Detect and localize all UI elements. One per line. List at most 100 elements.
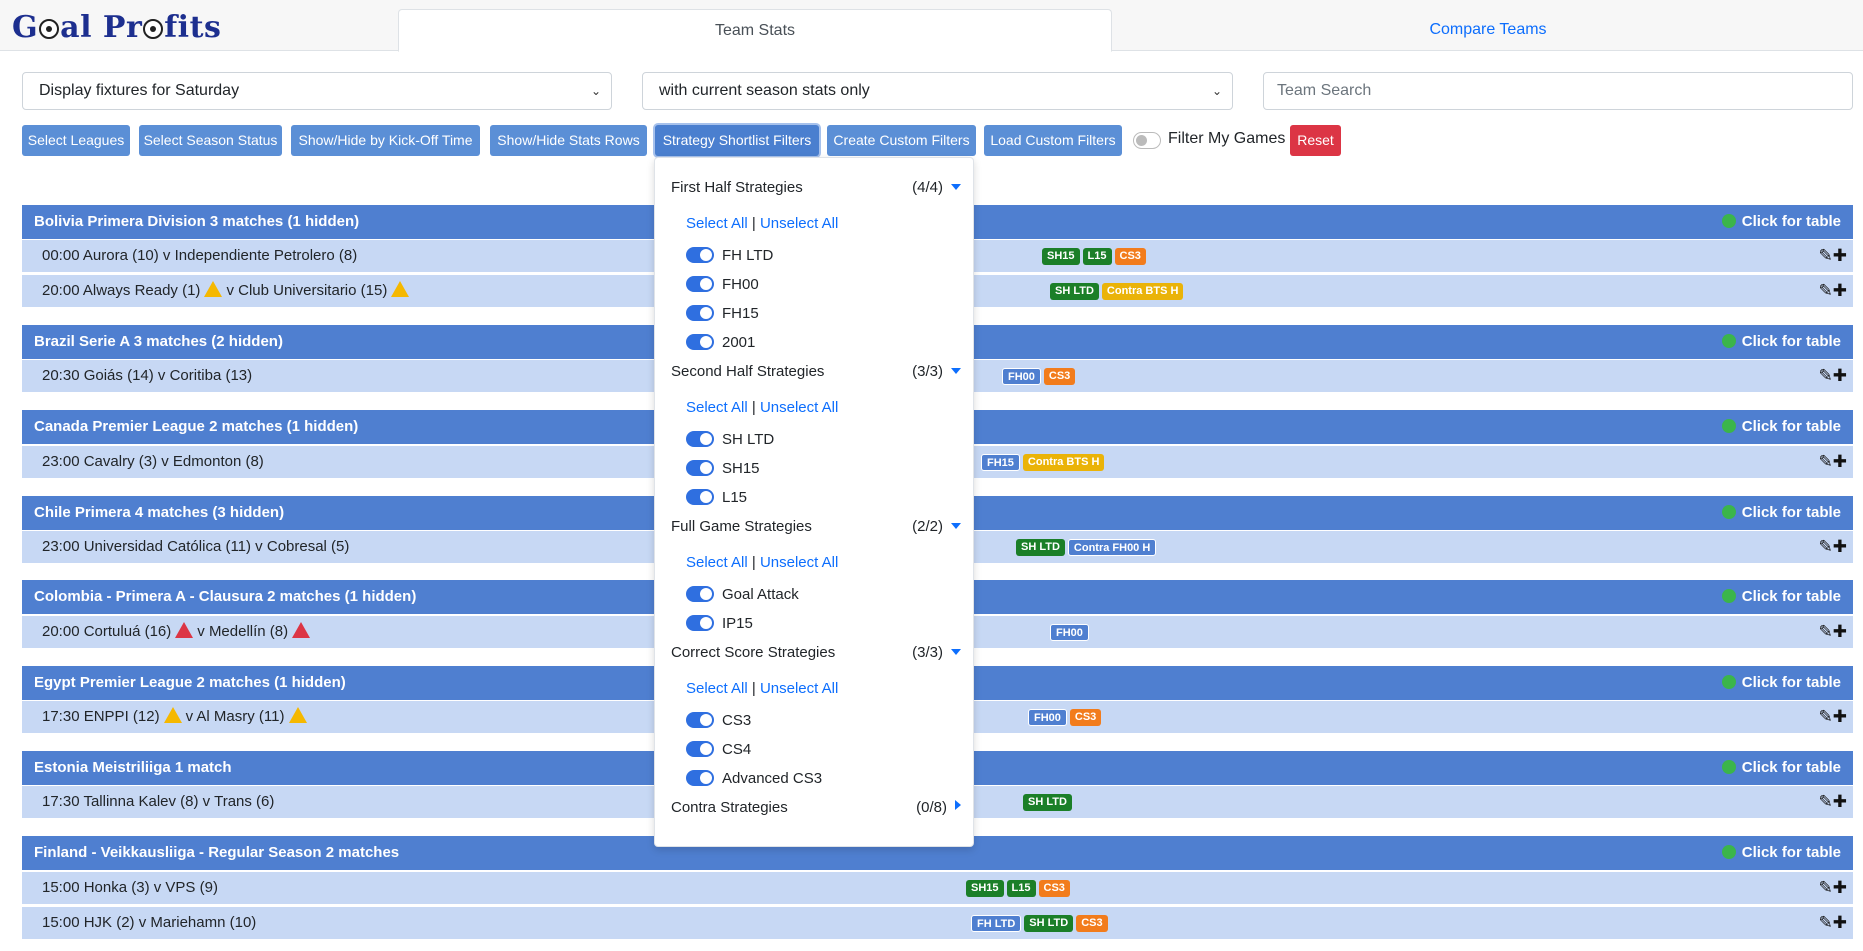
toggle-switch[interactable] [686, 712, 714, 728]
click-for-table-link[interactable]: Click for table [1721, 836, 1841, 870]
toggle-switch[interactable] [686, 276, 714, 292]
select-leagues-button[interactable]: Select Leagues [22, 125, 130, 156]
unselect-all-link[interactable]: Unselect All [759, 680, 839, 697]
unselect-all-link[interactable]: Unselect All [759, 215, 839, 232]
category-first-half[interactable]: First Half Strategies (4/4) [671, 179, 961, 196]
select-all-link[interactable]: Select All [686, 215, 748, 232]
team-search-input[interactable]: Team Search [1263, 72, 1853, 110]
league-header[interactable]: Colombia - Primera A - Clausura 2 matche… [22, 580, 1853, 614]
select-all-link[interactable]: Select All [686, 680, 748, 697]
toggle-switch[interactable] [686, 489, 714, 505]
category-second-half[interactable]: Second Half Strategies (3/3) [671, 363, 961, 380]
tab-team-stats[interactable]: Team Stats [398, 9, 1112, 52]
plus-icon[interactable]: ✚ [1832, 246, 1847, 265]
strategy-badge[interactable]: SH LTD [1050, 283, 1099, 300]
toggle-switch[interactable] [686, 615, 714, 631]
toggle-switch[interactable] [686, 247, 714, 263]
strategy-badge[interactable]: SH LTD [1016, 539, 1065, 556]
select-all-link[interactable]: Select All [686, 554, 748, 571]
strategy-option[interactable]: SH LTD [686, 431, 774, 448]
fixtures-select[interactable]: Display fixtures for Saturday ⌄ [22, 72, 612, 110]
plus-icon[interactable]: ✚ [1832, 792, 1847, 811]
strategy-option[interactable]: L15 [686, 489, 747, 506]
strategy-badge[interactable]: CS3 [1043, 368, 1076, 385]
pencil-icon[interactable]: ✎ [1818, 913, 1833, 932]
toggle-switch[interactable] [686, 770, 714, 786]
strategy-shortlist-button[interactable]: Strategy Shortlist Filters [655, 125, 819, 156]
filter-my-games-toggle[interactable] [1133, 132, 1161, 149]
click-for-table-link[interactable]: Click for table [1721, 205, 1841, 239]
strategy-badge[interactable]: CS3 [1038, 880, 1070, 897]
pencil-icon[interactable]: ✎ [1818, 707, 1833, 726]
pencil-icon[interactable]: ✎ [1818, 366, 1833, 385]
click-for-table-link[interactable]: Click for table [1721, 580, 1841, 614]
strategy-badge[interactable]: FH15 [981, 454, 1020, 471]
click-for-table-link[interactable]: Click for table [1721, 410, 1841, 444]
toggle-switch[interactable] [686, 741, 714, 757]
pencil-icon[interactable]: ✎ [1818, 281, 1833, 300]
plus-icon[interactable]: ✚ [1832, 707, 1847, 726]
strategy-option[interactable]: Goal Attack [686, 586, 799, 603]
strategy-option[interactable]: IP15 [686, 615, 753, 632]
show-hide-stats-button[interactable]: Show/Hide Stats Rows [490, 125, 647, 156]
strategy-badge[interactable]: Contra FH00 H [1067, 539, 1157, 556]
pencil-icon[interactable]: ✎ [1818, 537, 1833, 556]
create-custom-filters-button[interactable]: Create Custom Filters [827, 125, 976, 156]
unselect-all-link[interactable]: Unselect All [759, 554, 839, 571]
reset-button[interactable]: Reset [1290, 125, 1341, 156]
category-full-game[interactable]: Full Game Strategies (2/2) [671, 518, 961, 535]
click-for-table-link[interactable]: Click for table [1721, 751, 1841, 785]
strategy-option[interactable]: 2001 [686, 334, 755, 351]
toggle-switch[interactable] [686, 460, 714, 476]
strategy-option[interactable]: Advanced CS3 [686, 770, 822, 787]
strategy-option[interactable]: FH15 [686, 305, 759, 322]
strategy-badge[interactable]: L15 [1006, 880, 1036, 897]
load-custom-filters-button[interactable]: Load Custom Filters [984, 125, 1122, 156]
strategy-badge[interactable]: FH LTD [971, 915, 1022, 932]
toggle-switch[interactable] [686, 431, 714, 447]
click-for-table-link[interactable]: Click for table [1721, 666, 1841, 700]
plus-icon[interactable]: ✚ [1832, 878, 1847, 897]
strategy-option[interactable]: FH LTD [686, 247, 773, 264]
pencil-icon[interactable]: ✎ [1818, 792, 1833, 811]
strategy-badge[interactable]: Contra BTS H [1022, 454, 1105, 471]
strategy-badge[interactable]: CS3 [1069, 709, 1102, 726]
strategy-badge[interactable]: SH15 [1042, 248, 1080, 265]
toggle-switch[interactable] [686, 305, 714, 321]
click-for-table-link[interactable]: Click for table [1721, 496, 1841, 530]
strategy-badge[interactable]: L15 [1082, 248, 1112, 265]
strategy-badge[interactable]: FH00 [1028, 709, 1067, 726]
toggle-switch[interactable] [686, 334, 714, 350]
plus-icon[interactable]: ✚ [1832, 913, 1847, 932]
select-season-status-button[interactable]: Select Season Status [139, 125, 282, 156]
show-hide-kickoff-button[interactable]: Show/Hide by Kick-Off Time [291, 125, 480, 156]
strategy-option[interactable]: FH00 [686, 276, 759, 293]
category-correct-score[interactable]: Correct Score Strategies (3/3) [671, 644, 961, 661]
plus-icon[interactable]: ✚ [1832, 537, 1847, 556]
toggle-switch[interactable] [686, 586, 714, 602]
match-row[interactable]: 15:00 Honka (3) v VPS (9) SH15 L15 CS3 ✎✚ [22, 872, 1853, 904]
pencil-icon[interactable]: ✎ [1818, 622, 1833, 641]
strategy-badge[interactable]: FH00 [1050, 624, 1089, 641]
strategy-badge[interactable]: CS3 [1114, 248, 1146, 265]
tab-compare-teams[interactable]: Compare Teams [1429, 21, 1547, 38]
strategy-badge[interactable]: SH15 [966, 880, 1004, 897]
select-all-link[interactable]: Select All [686, 399, 748, 416]
strategy-badge[interactable]: SH LTD [1023, 794, 1072, 811]
click-for-table-link[interactable]: Click for table [1721, 325, 1841, 359]
plus-icon[interactable]: ✚ [1832, 281, 1847, 300]
strategy-option[interactable]: CS3 [686, 712, 751, 729]
pencil-icon[interactable]: ✎ [1818, 452, 1833, 471]
pencil-icon[interactable]: ✎ [1818, 878, 1833, 897]
plus-icon[interactable]: ✚ [1832, 452, 1847, 471]
stats-select[interactable]: with current season stats only ⌄ [642, 72, 1233, 110]
unselect-all-link[interactable]: Unselect All [759, 399, 839, 416]
strategy-badge[interactable]: FH00 [1002, 368, 1041, 385]
strategy-badge[interactable]: CS3 [1076, 915, 1108, 932]
pencil-icon[interactable]: ✎ [1818, 246, 1833, 265]
match-row[interactable]: 15:00 HJK (2) v Mariehamn (10) FH LTD SH … [22, 907, 1853, 939]
category-contra[interactable]: Contra Strategies (0/8) [671, 799, 961, 816]
strategy-badge[interactable]: Contra BTS H [1101, 283, 1184, 300]
plus-icon[interactable]: ✚ [1832, 366, 1847, 385]
